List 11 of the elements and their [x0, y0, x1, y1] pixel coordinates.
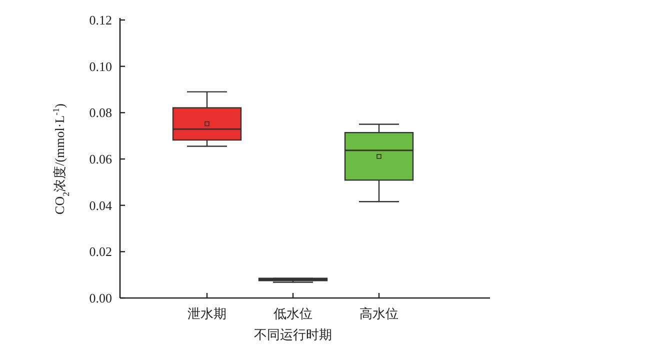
y-tick-label: 0.12 [89, 12, 112, 28]
y-tick-label: 0.06 [89, 152, 112, 166]
y-tick-label: 0.08 [89, 105, 112, 120]
x-tick-label: 高水位 [360, 306, 398, 321]
x-tick-label: 低水位 [274, 306, 312, 321]
y-tick-label: 0.00 [89, 290, 112, 306]
y-tick-label: 0.10 [89, 58, 112, 74]
y-tick-label: 0.04 [89, 198, 112, 213]
x-tick-label: 泄水期 [188, 306, 226, 321]
x-axis-title: 不同运行时期 [254, 327, 332, 342]
y-tick-label: 0.02 [89, 244, 112, 260]
